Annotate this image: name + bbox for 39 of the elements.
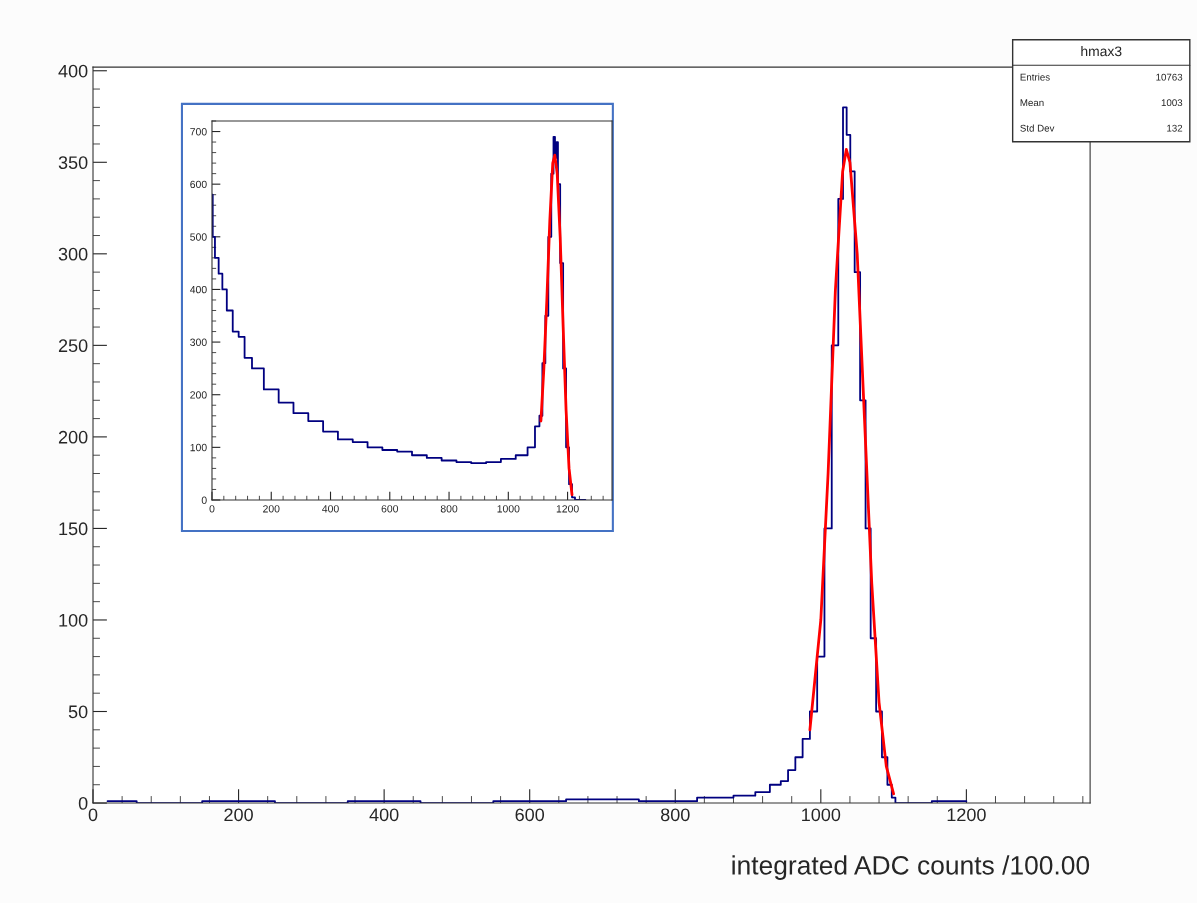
x-tick-label: 1000: [802, 808, 841, 822]
annotation: Mean: [1020, 99, 1044, 107]
x-axis-title: integrated ADC counts /100.00: [732, 855, 1090, 880]
text: 132: [1167, 124, 1183, 132]
x-tick-label: 600: [381, 505, 399, 513]
y-tick-label: 100: [190, 443, 207, 452]
y-tick-label: 700: [190, 128, 207, 136]
y-tick-label: 400: [58, 64, 88, 78]
x-tick-label: 1200: [556, 505, 579, 513]
text: 1003: [1161, 99, 1183, 107]
y-tick-label: 300: [58, 247, 88, 261]
text: 10763: [1156, 73, 1183, 81]
y-tick-label: 150: [59, 522, 88, 536]
annotation: Entries: [1020, 73, 1050, 81]
x-tick-label: 1000: [497, 505, 520, 513]
x-tick-label: 800: [440, 505, 458, 513]
x-tick-label: 400: [369, 808, 399, 822]
y-tick-label: 400: [189, 285, 207, 294]
y-tick-label: 350: [58, 156, 88, 170]
x-tick-label: 800: [660, 808, 690, 822]
x-tick-label: 200: [263, 505, 280, 513]
x-tick-label: 200: [224, 808, 253, 822]
y-tick-label: 250: [58, 339, 88, 353]
y-tick-label: 300: [190, 338, 207, 346]
y-tick-label: 200: [58, 430, 88, 444]
x-tick-label: 1200: [947, 808, 986, 822]
y-tick-label: 0: [78, 796, 88, 810]
x-tick-label: 400: [322, 505, 339, 513]
annotation: Std Dev: [1020, 124, 1055, 132]
x-tick-label: 0: [209, 505, 215, 513]
y-tick-label: 50: [68, 705, 88, 719]
x-tick-label: 0: [88, 808, 98, 822]
x-tick-label: 600: [515, 808, 545, 822]
y-tick-label: 600: [190, 180, 207, 189]
y-tick-label: 0: [201, 496, 207, 504]
y-tick-label: 500: [190, 233, 207, 241]
y-tick-label: 200: [190, 391, 207, 399]
y-tick-label: 100: [59, 613, 88, 627]
text: hmax3: [1081, 46, 1122, 57]
